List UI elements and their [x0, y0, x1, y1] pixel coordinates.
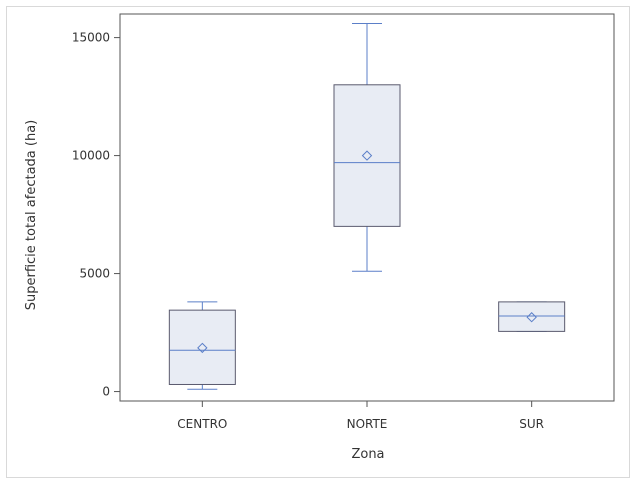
x-axis-title: Zona: [351, 447, 384, 462]
box-norte: [333, 22, 401, 272]
iqr-box: [498, 301, 566, 332]
box-centro: [168, 301, 236, 390]
x-tick-label: SUR: [519, 417, 544, 431]
chart-frame: [6, 6, 630, 478]
box-series: [168, 22, 566, 390]
x-tick-label: CENTRO: [177, 417, 227, 431]
mean-marker: [197, 342, 208, 354]
x-tick-label: NORTE: [347, 417, 388, 431]
y-tick-label: 15000: [72, 31, 110, 45]
box-sur: [498, 301, 566, 332]
mean-marker: [526, 312, 537, 323]
x-axis: CENTRO NORTE SUR: [177, 401, 544, 431]
iqr-box: [168, 309, 236, 385]
y-tick-label: 5000: [79, 267, 110, 281]
mean-marker: [361, 150, 373, 161]
y-axis-title: Superficie total afectada (ha): [24, 120, 39, 310]
y-tick-label: 10000: [72, 149, 110, 163]
iqr-box: [333, 84, 401, 227]
y-tick-label: 0: [102, 385, 110, 399]
y-axis: 0 5000 10000 15000: [72, 31, 120, 399]
